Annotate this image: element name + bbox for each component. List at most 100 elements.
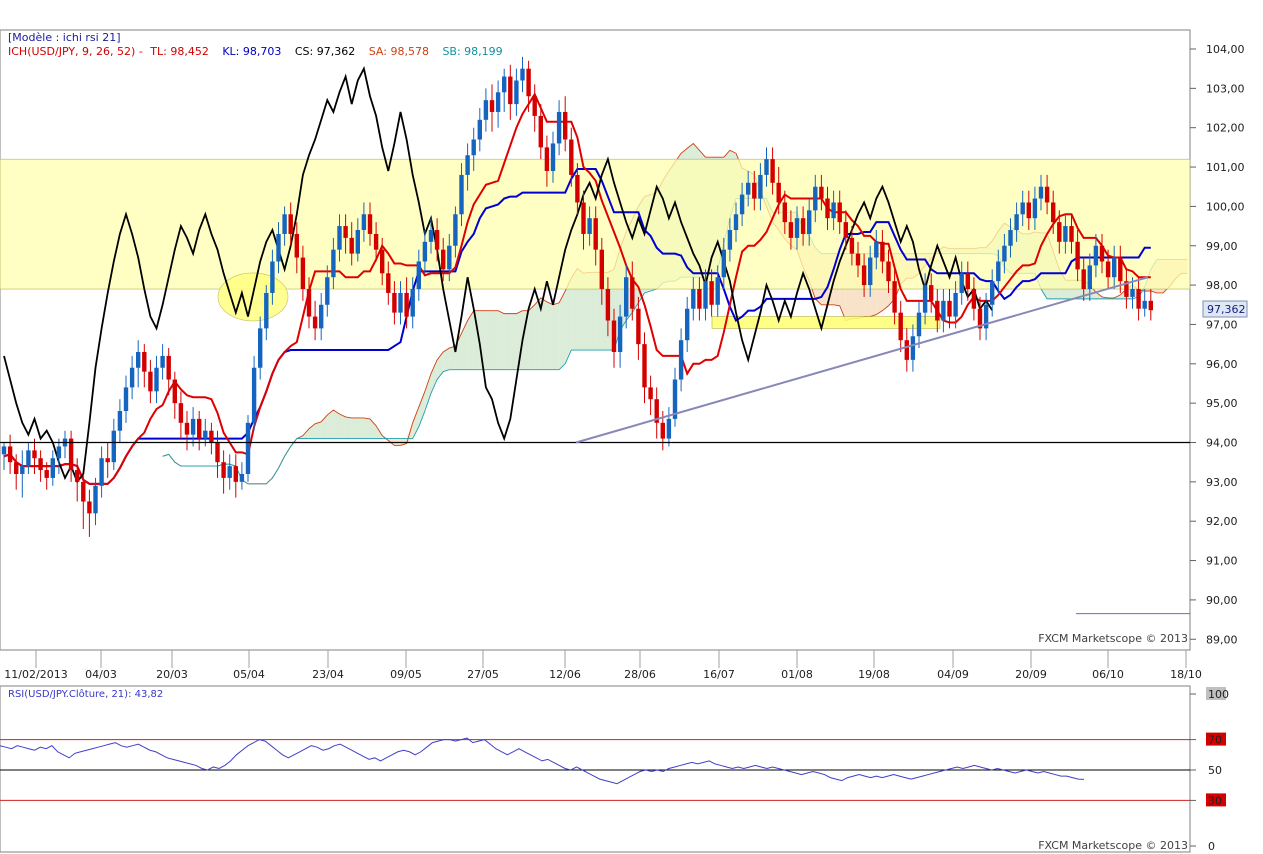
kumo-segment — [302, 428, 309, 439]
candle-body — [68, 438, 74, 471]
y-tick-label: 99,00 — [1206, 240, 1238, 253]
candle-body — [221, 462, 226, 478]
candle-body — [483, 100, 489, 120]
rsi-panel — [0, 685, 1191, 853]
candle-body — [386, 273, 391, 293]
candle-body — [349, 237, 354, 254]
candle-body — [38, 458, 43, 471]
kumo-segment — [595, 272, 602, 351]
candle-body — [471, 139, 476, 156]
candle-body — [502, 76, 507, 93]
candle-body — [367, 214, 373, 234]
candle-body — [1020, 202, 1025, 215]
rsi-series — [0, 737, 1085, 785]
candle-body — [99, 458, 104, 486]
candle-body — [764, 159, 769, 175]
candle-body — [642, 344, 647, 388]
candle-body — [733, 214, 739, 231]
rsi-axis: 100 70 50 30 0 — [1190, 687, 1229, 853]
candle-body — [215, 442, 220, 463]
candle-body — [971, 289, 977, 309]
candle-body — [392, 292, 397, 313]
candle-body — [965, 273, 970, 290]
x-tick-label: 19/08 — [858, 668, 890, 681]
y-tick-label: 101,00 — [1206, 161, 1245, 174]
candle-body — [1124, 281, 1129, 297]
candle-body — [172, 379, 177, 404]
rsi-line — [0, 737, 1085, 785]
candle-body — [624, 277, 629, 317]
candle-body — [654, 399, 659, 423]
kumo-segment — [498, 310, 505, 370]
candle-body — [770, 159, 775, 183]
candle-body — [1099, 245, 1105, 262]
ich-prefix: ICH(USD/JPY, 9, 26, 52) - — [8, 45, 146, 58]
candle-body — [709, 281, 714, 305]
kumo-segment — [583, 272, 590, 351]
kumo-segment — [333, 410, 340, 439]
candle-body — [1026, 202, 1031, 219]
candle-body — [380, 249, 385, 274]
x-tick-label: 12/06 — [549, 668, 581, 681]
candle-body — [1087, 265, 1092, 290]
candle-body — [26, 450, 31, 467]
kumo-segment — [553, 302, 560, 370]
x-tick-label: 01/08 — [781, 668, 813, 681]
indicator-legend: ICH(USD/JPY, 9, 26, 52) - TL: 98,452 KL:… — [8, 45, 503, 58]
candle-body — [983, 304, 989, 329]
candle-body — [935, 300, 940, 321]
kumo-segment — [315, 421, 322, 439]
candle-body — [270, 261, 275, 293]
y-tick-label: 89,00 — [1206, 633, 1238, 646]
y-tick-label: 94,00 — [1206, 437, 1238, 450]
candle-body — [587, 218, 592, 234]
candle-body — [874, 241, 879, 258]
candle-body — [1051, 202, 1056, 223]
candle-body — [190, 418, 196, 435]
candle-body — [154, 367, 159, 392]
candle-body — [1008, 230, 1013, 246]
candle-body — [264, 292, 269, 329]
candle-body — [1057, 222, 1062, 242]
candle-body — [886, 261, 891, 282]
candle-body — [465, 155, 470, 175]
candle-body — [14, 462, 19, 474]
candle-body — [331, 249, 336, 278]
y-tick-label: 93,00 — [1206, 476, 1238, 489]
candle-body — [788, 222, 794, 238]
kumo-segment — [461, 320, 468, 370]
rsi-tick-label: 50 — [1208, 764, 1222, 777]
kumo-segment — [345, 416, 352, 439]
rsi-tick-label: 30 — [1208, 794, 1222, 807]
candle-body — [996, 261, 1001, 282]
y-tick-label: 102,00 — [1206, 122, 1245, 135]
candle-body — [477, 119, 482, 140]
sa-value: SA: 98,578 — [369, 45, 429, 58]
kumo-segment — [534, 297, 541, 370]
price-axis: 104,00 103,00 102,00 101,00 100,00 99,00 98,00… — [1190, 43, 1245, 646]
candle-body — [1093, 245, 1099, 266]
candle-body — [312, 316, 318, 329]
y-tick-label: 90,00 — [1206, 594, 1238, 607]
kumo-segment — [528, 304, 535, 370]
candle-body — [861, 265, 867, 286]
candle-body — [441, 249, 446, 270]
candle-body — [746, 182, 751, 195]
candle-body — [544, 147, 550, 171]
candle-body — [453, 214, 458, 246]
kumo-segment — [424, 373, 431, 412]
candle-body — [1075, 241, 1080, 270]
y-tick-label: 91,00 — [1206, 555, 1238, 568]
candle-body — [300, 257, 306, 290]
x-tick-label: 27/05 — [467, 668, 499, 681]
x-tick-label: 23/04 — [312, 668, 344, 681]
candle-body — [575, 174, 580, 203]
x-tick-label: 18/10 — [1170, 668, 1202, 681]
candle-body — [203, 430, 208, 439]
candle-body — [892, 281, 897, 313]
sb-value: SB: 98,199 — [442, 45, 502, 58]
candle-body — [288, 214, 293, 234]
candle-body — [758, 174, 763, 199]
candle-body — [1081, 269, 1086, 290]
candle-body — [898, 312, 903, 341]
